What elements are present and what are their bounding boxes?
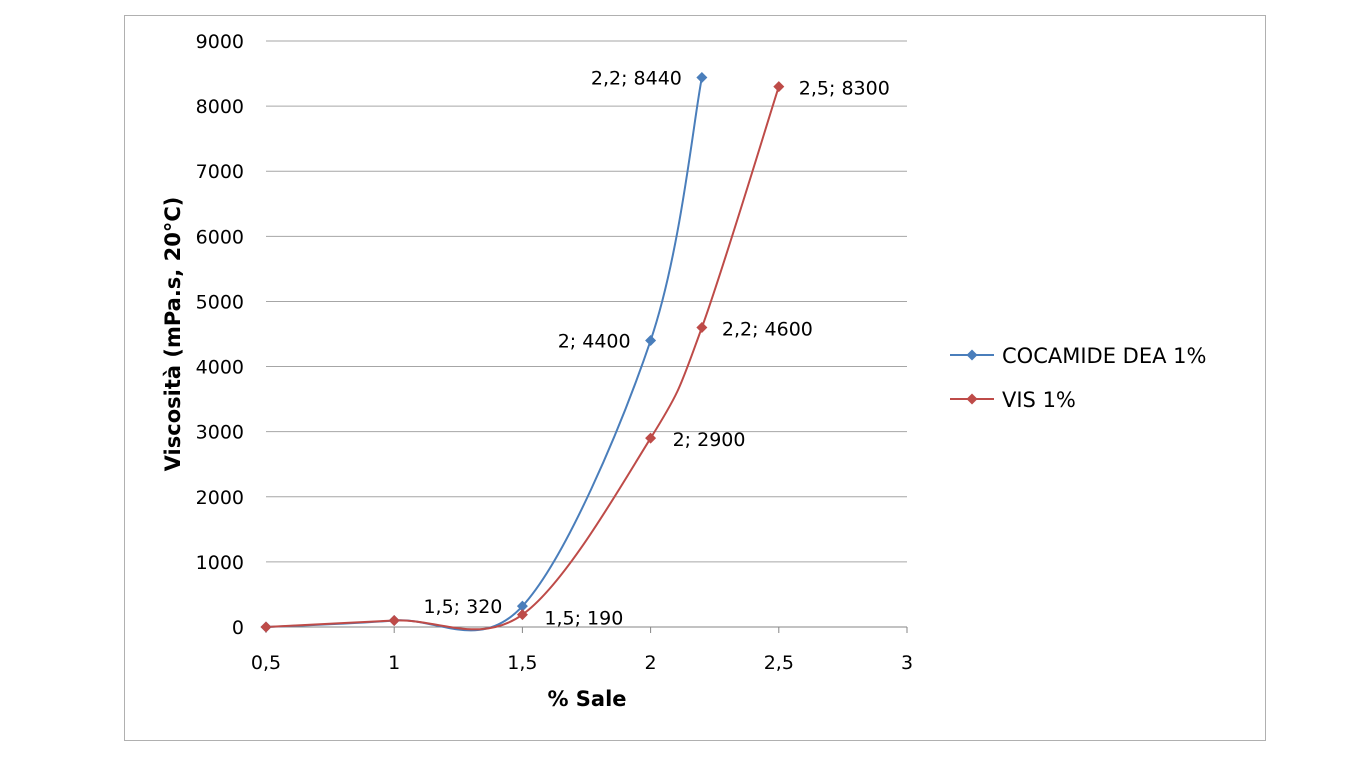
y-tick-label: 4000 (196, 357, 244, 379)
y-tick-label: 2000 (196, 487, 244, 509)
data-label: 1,5; 190 (544, 608, 623, 630)
data-label: 2,5; 8300 (799, 78, 890, 100)
data-labels: 1,5; 320 2; 4400 2,2; 8440 1,5; 190 2; 2900 2… (423, 67, 889, 629)
chart-frame (124, 15, 1266, 741)
legend-label: COCAMIDE DEA 1% (1002, 344, 1206, 368)
data-point-marker (696, 321, 708, 333)
data-label: 2; 4400 (558, 331, 631, 353)
legend-label: VIS 1% (1002, 388, 1076, 412)
data-label: 2,2; 8440 (591, 67, 682, 89)
legend: COCAMIDE DEA 1% VIS 1% (950, 344, 1206, 412)
x-tick-label: 2 (645, 652, 657, 674)
y-tick-label: 5000 (196, 291, 244, 313)
data-point-marker (516, 600, 528, 612)
y-tick-label: 9000 (196, 31, 244, 53)
data-point-marker (696, 71, 708, 83)
series-lines (265, 77, 780, 632)
x-tick-label: 3 (901, 652, 913, 674)
y-axis-title: Viscosità (mPa.s, 20°C) (161, 197, 185, 472)
data-label: 1,5; 320 (423, 596, 502, 618)
data-point-marker (388, 614, 400, 626)
legend-marker (966, 349, 978, 361)
y-tick-label: 8000 (196, 96, 244, 118)
legend-item-0: COCAMIDE DEA 1% (950, 344, 1206, 368)
legend-item-1: VIS 1% (950, 388, 1076, 412)
y-tick-label: 7000 (196, 161, 244, 183)
data-point-marker (516, 609, 528, 621)
x-tick-label: 2,5 (764, 652, 794, 674)
series-markers (260, 71, 785, 633)
series-line-1 (265, 86, 780, 631)
x-tick-label: 1,5 (507, 652, 537, 674)
y-tick-label: 1000 (196, 552, 244, 574)
data-point-marker (773, 81, 785, 93)
gridlines (266, 40, 907, 628)
y-tick-label: 0 (232, 617, 244, 639)
data-point-marker (645, 335, 657, 347)
legend-marker (966, 393, 978, 405)
x-tick-label: 0,5 (251, 652, 281, 674)
data-label: 2,2; 4600 (722, 318, 813, 340)
data-point-marker (260, 621, 272, 633)
data-label: 2; 2900 (673, 429, 746, 451)
x-axis-title: % Sale (547, 687, 626, 711)
axis-ticks: 0 1000 2000 3000 4000 5000 6000 7000 8000 9000 0,5… (196, 31, 913, 674)
x-tick-label: 1 (388, 652, 400, 674)
y-tick-label: 3000 (196, 422, 244, 444)
series-line-0 (265, 77, 703, 632)
y-tick-label: 6000 (196, 226, 244, 248)
data-point-marker (645, 432, 657, 444)
